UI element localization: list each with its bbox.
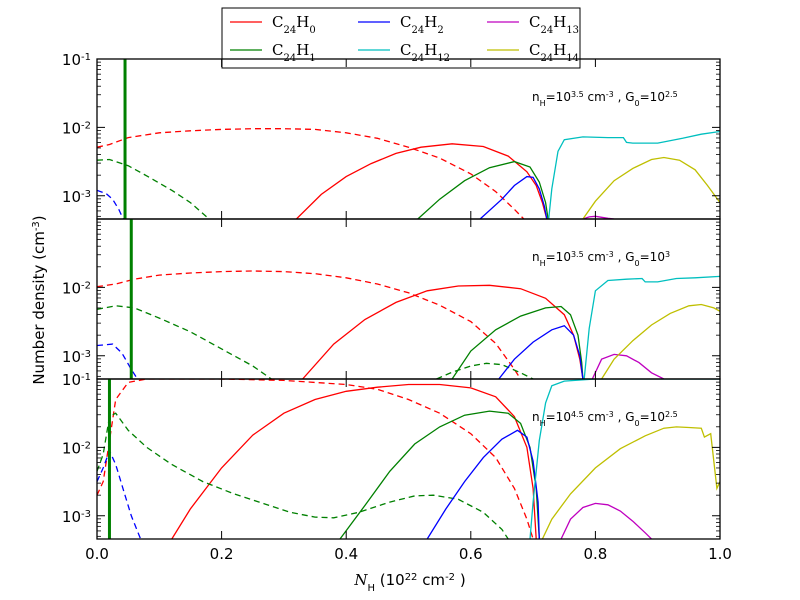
series-line-C24H12 [529, 379, 720, 539]
y-tick-label: 10-2 [62, 279, 91, 297]
legend-label: C24H0 [272, 13, 316, 36]
y-tick-label: 10-1 [62, 371, 91, 389]
x-tick-label: 0.0 [85, 545, 109, 563]
x-tick-label: 0.2 [210, 545, 234, 563]
series-line-C24H13 [591, 353, 665, 379]
y-tick-label: 10-3 [62, 348, 91, 366]
legend-label: C24H2 [400, 13, 444, 36]
panel-frame [96, 378, 721, 540]
panel-frame [96, 58, 721, 220]
series-line-C24H2 [97, 343, 139, 379]
legend-frame [221, 7, 581, 69]
panel-3: 10-1 10-2 10-3 nH=104.5 cm-3 , G0=102.5 [62, 371, 721, 540]
series-line-C24H1 [97, 158, 210, 219]
series-line-C24H1 [451, 305, 584, 379]
x-tick-label: 1.0 [708, 545, 732, 563]
series-line-C24H1 [436, 362, 534, 379]
panel-annotation: nH=103.5 cm-3 , G0=102.5 [532, 90, 678, 108]
series-line-C24H14 [601, 303, 720, 379]
series-line-C24H0 [171, 383, 537, 539]
legend: C24H0 C24H1 C24H2 C24H12 C24H13 C24H14 [221, 7, 581, 69]
series-line-C24H0 [295, 143, 548, 219]
series-line-C24H12 [548, 130, 720, 219]
legend-label: C24H12 [400, 41, 450, 64]
series-line-C24H14 [582, 156, 720, 219]
series-line-C24H2 [97, 449, 142, 539]
series-line-C24H2 [97, 189, 124, 219]
x-tick-label: 0.6 [459, 545, 483, 563]
series-line-C24H14 [541, 426, 720, 539]
series-line-C24H2 [426, 429, 540, 539]
panel-2: 10-2 10-3 nH=103.5 cm-3 , G0=103 [62, 218, 721, 380]
series-line-C24H13 [560, 502, 652, 539]
series-line-C24H2 [498, 324, 584, 379]
series-line-C24H0 [97, 128, 525, 219]
legend-label: C24H13 [529, 13, 579, 36]
legend-label: C24H14 [529, 41, 579, 64]
series-line-C24H2 [479, 175, 548, 219]
panel-annotation: nH=103.5 cm-3 , G0=103 [532, 250, 670, 268]
y-tick-label: 10-3 [62, 508, 91, 526]
series-line-C24H0 [302, 284, 584, 379]
series-line-C24H1 [97, 412, 509, 539]
series-line-C24H12 [583, 275, 720, 379]
series-line-C24H1 [97, 305, 272, 379]
panel-frame [96, 218, 721, 380]
y-tick-label: 10-1 [62, 51, 91, 69]
x-tick-label: 0.4 [334, 545, 358, 563]
y-tick-label: 10-2 [62, 439, 91, 457]
x-tick-label: 0.8 [583, 545, 607, 563]
panel-1: 10-1 10-2 10-3 nH=103.5 cm-3 , G0=102.5 [62, 51, 721, 220]
series-line-C24H1 [417, 160, 549, 219]
x-axis-label: NH (1022 cm-2 ) [353, 571, 465, 594]
series-line-C24H0 [97, 270, 522, 379]
legend-label: C24H1 [272, 41, 316, 64]
panel-annotation: nH=104.5 cm-3 , G0=102.5 [532, 410, 678, 428]
y-tick-label: 10-2 [62, 119, 91, 137]
y-tick-label: 10-3 [62, 188, 91, 206]
series-line-C24H0 [97, 379, 534, 539]
y-axis-label: Number density (cm-3) [30, 215, 48, 384]
